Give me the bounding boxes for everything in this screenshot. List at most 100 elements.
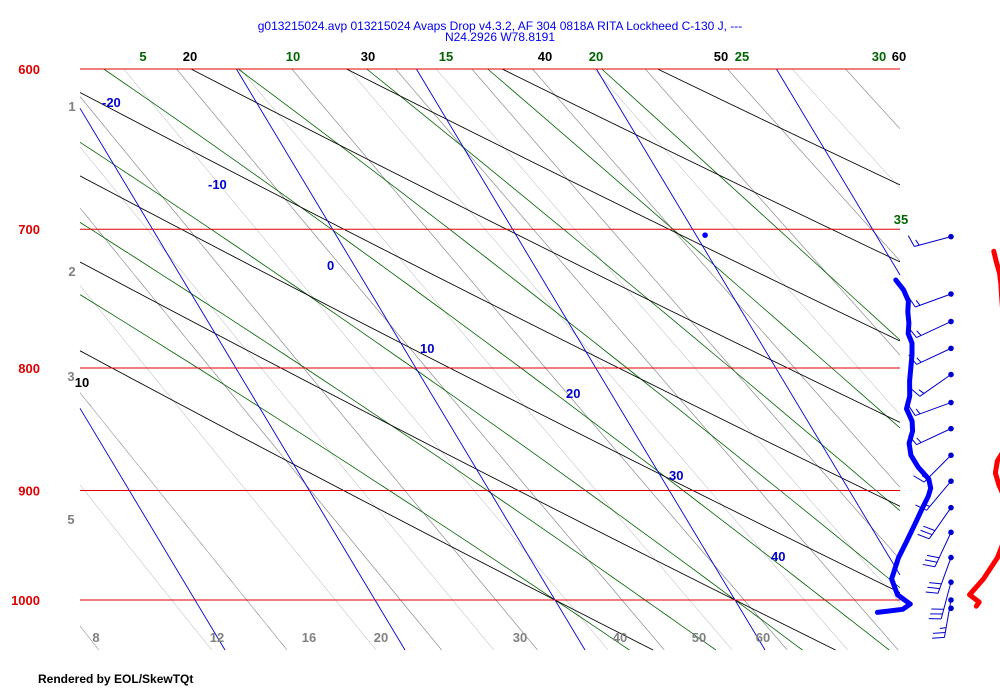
mixing-ratio-line (240, 68, 733, 651)
wind-barb-flag (927, 586, 940, 590)
wind-barb-shaft (916, 428, 952, 446)
isotherm (416, 68, 766, 651)
wind-barb-shaft (923, 454, 952, 483)
wind-barb (908, 345, 954, 365)
wind-barb-flag (932, 631, 946, 634)
wind-barb-half-flag (918, 389, 925, 394)
isotherm (596, 68, 901, 576)
wind-barb-shaft (915, 293, 952, 308)
wind-barb-half-flag (921, 475, 928, 480)
moist-adiabat-label: 35 (894, 212, 908, 227)
wind-barb (907, 399, 954, 417)
moist-adiabats (79, 68, 901, 651)
wind-barb (913, 452, 954, 483)
mixing-ratio-line (79, 96, 538, 651)
moist-adiabat (79, 141, 803, 651)
moist-adiabat-label: 5 (139, 49, 146, 64)
mixing-ratio-line (79, 207, 442, 651)
mixing-ratio-line (395, 68, 899, 651)
wind-barb-dot (948, 605, 954, 612)
wind-barb-flag (923, 525, 936, 532)
wind-barb-shaft (915, 402, 952, 417)
moist-adiabat (237, 68, 901, 589)
mixing-ratio-line (123, 68, 609, 651)
mixing-ratio-label: 60 (756, 630, 770, 645)
wind-barb-half-flag (915, 408, 921, 415)
wind-barb-half-flag (916, 357, 922, 363)
mixing-ratio-label: 40 (613, 630, 627, 645)
dry-adiabat (79, 175, 901, 594)
dry-adiabat (346, 68, 901, 342)
wind-barb-flag (913, 475, 925, 483)
mixing-ratio-label: 30 (513, 630, 527, 645)
moist-adiabat (79, 294, 630, 651)
dewpoint-trace (874, 277, 934, 615)
mixing-ratio-line (176, 68, 665, 651)
mixing-ratio-label: 1 (68, 99, 75, 114)
dewpoint-point (702, 232, 708, 238)
mixing-ratio-line (471, 68, 901, 560)
wind-barb (932, 597, 954, 639)
dry-adiabat (79, 92, 901, 507)
chart-title-line2: N24.2926 W78.8191 (445, 30, 555, 44)
mixing-ratio-line (532, 68, 901, 488)
dry-adiabat-label: 30 (361, 49, 375, 64)
chart-title-line1: g013215024.avp 013215024 Avaps Drop v4.3… (258, 19, 743, 33)
isotherm (79, 108, 406, 651)
wind-barb-flag (922, 563, 936, 568)
wind-barb (915, 478, 954, 511)
renderer-credit: Rendered by EOL/SkewTQt (38, 672, 194, 686)
wind-barb-flag (932, 636, 945, 639)
moist-adiabat-label: 15 (439, 49, 453, 64)
mixing-ratio-line (436, 68, 901, 603)
mixing-ratio-label: 3 (67, 369, 74, 384)
isotherm-label: 30 (669, 468, 683, 483)
mixing-ratio-line (645, 68, 901, 356)
mixing-ratio-line (79, 146, 495, 651)
mixing-ratio-label: 16 (302, 630, 316, 645)
moist-adiabat-label: 25 (735, 49, 749, 64)
wind-barb-flag (907, 235, 915, 247)
mixing-ratio-label: 12 (210, 630, 224, 645)
moist-adiabat (601, 68, 901, 341)
dry-adiabat-label: 40 (538, 49, 552, 64)
sounding-traces (702, 232, 1000, 615)
wind-barb-half-flag (939, 627, 947, 629)
dry-adiabat (190, 68, 901, 423)
chart-labels: 600 700 800 900 1000 -20 -10 0 10 20 30 40 10 20 30 40 5… (11, 49, 908, 645)
wind-barb-shaft (940, 582, 952, 620)
mixing-ratio-label: 20 (374, 630, 388, 645)
isotherm-label: -10 (208, 177, 227, 192)
moist-adiabat (366, 68, 901, 512)
wind-barb-shaft (914, 236, 952, 247)
wind-barb-flag (908, 327, 917, 338)
wind-barb (948, 605, 954, 612)
dry-adiabat (501, 68, 901, 263)
wind-barb (907, 291, 954, 308)
dry-adiabat-label: 20 (183, 49, 197, 64)
isobars (80, 68, 900, 601)
dry-adiabat-label: 60 (892, 49, 906, 64)
wind-barb-shaft (943, 599, 952, 638)
wind-barb (922, 529, 954, 568)
wind-barb-flag (925, 591, 939, 594)
wind-barb-flag (926, 554, 940, 559)
wind-barb-shaft (916, 347, 952, 365)
wind-barb-flag (929, 582, 942, 585)
isotherm-label: 20 (566, 386, 580, 401)
wind-barb-shaft (916, 321, 952, 339)
mixing-ratio-line (291, 68, 788, 651)
wind-barb-flag (907, 296, 916, 308)
pressure-label: 800 (18, 361, 40, 376)
moist-adiabat (103, 68, 890, 651)
wind-barb-half-flag (916, 437, 922, 443)
dry-adiabat (79, 261, 836, 651)
dry-adiabat-label: 10 (75, 375, 89, 390)
dry-adiabat (79, 350, 654, 651)
mixing-ratio-label: 5 (67, 512, 74, 527)
isotherm-label: 40 (771, 549, 785, 564)
wind-barb-flag (910, 387, 921, 397)
wind-barb-flag (920, 529, 933, 536)
isotherm-label: 0 (327, 258, 334, 273)
